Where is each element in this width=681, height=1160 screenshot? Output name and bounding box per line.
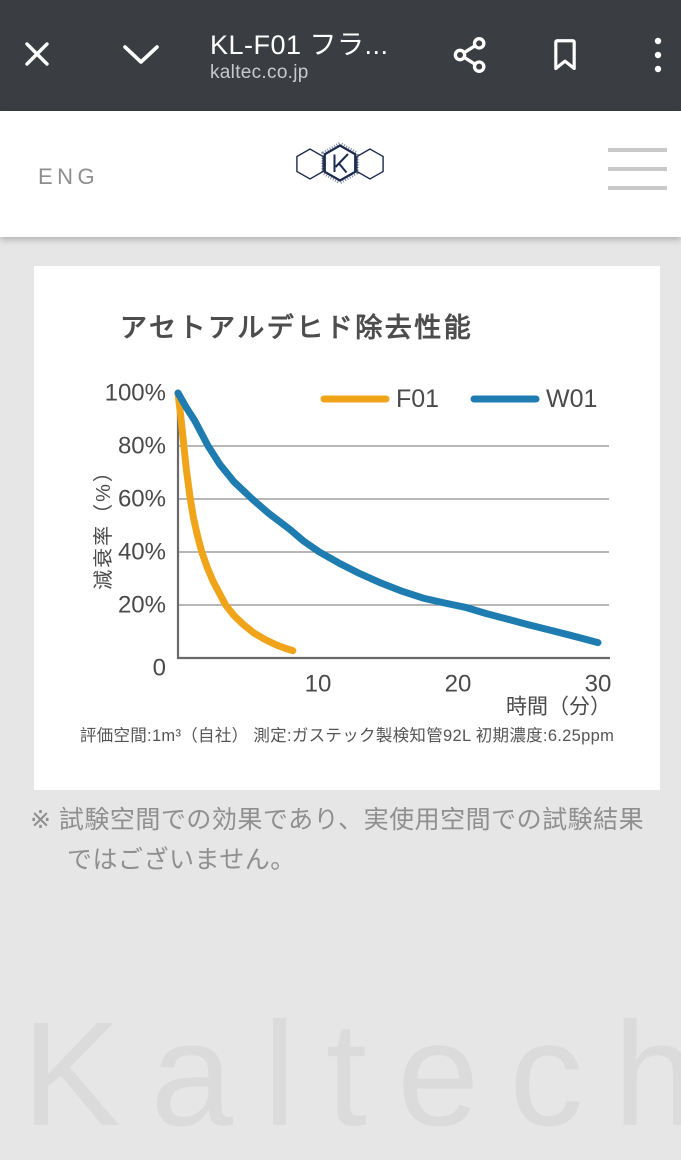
kaltech-logo-icon — [296, 141, 384, 185]
y-tick-label: 0 — [153, 655, 166, 682]
x-tick-label: 30 — [585, 671, 612, 698]
bookmark-icon — [554, 39, 576, 71]
page-title: KL-F01 フラ... — [210, 30, 389, 60]
x-tick-label: 10 — [305, 671, 332, 698]
page-url: kaltec.co.jp — [210, 62, 309, 83]
browser-toolbar: KL-F01 フラ... kaltec.co.jp — [0, 0, 681, 111]
hamburger-menu-button[interactable] — [608, 148, 667, 196]
close-icon — [25, 42, 49, 66]
y-tick-label: 20% — [118, 592, 166, 619]
line-chart: F01 W01 100% 80% 60% 40% 20% 0 10 20 30 減衰率（%） 時間（分） — [92, 380, 612, 719]
language-switch-link[interactable]: ENG — [38, 164, 100, 189]
y-tick-label: 40% — [118, 539, 166, 566]
series-curve-F01 — [174, 389, 297, 655]
disclaimer-note: ※ 試験空間での効果であり、実使用空間での試験結果 ではございません。 — [30, 806, 645, 874]
x-axis-label: 時間（分） — [506, 696, 611, 719]
y-tick-label: 80% — [118, 433, 166, 460]
hamburger-bar — [608, 186, 667, 190]
overflow-menu-button[interactable] — [648, 33, 668, 77]
bookmark-button[interactable] — [546, 35, 584, 75]
chart-title: アセトアルデヒド除去性能 — [120, 313, 474, 343]
site-header: ENG — [0, 111, 681, 237]
legend-label-F01: F01 — [396, 385, 439, 413]
series-curve-W01 — [174, 389, 602, 647]
chevron-down-icon — [123, 45, 159, 64]
hamburger-bar — [608, 148, 667, 152]
expand-button[interactable] — [122, 44, 160, 66]
close-button[interactable] — [23, 40, 51, 68]
legend-label-W01: W01 — [546, 385, 597, 413]
y-tick-label: 60% — [118, 486, 166, 513]
hamburger-bar — [608, 167, 667, 171]
kaltech-logo[interactable] — [284, 135, 396, 203]
y-axis-label: 減衰率（%） — [92, 460, 115, 590]
share-button[interactable] — [450, 34, 490, 76]
chart-card: アセトアルデヒド除去性能 F01 W01 100% 80% 60% 40% 20% 0 10 20… — [34, 266, 660, 790]
x-tick-label: 20 — [445, 671, 472, 698]
overflow-menu-icon — [654, 37, 662, 73]
brand-watermark: Kaltech — [22, 992, 681, 1157]
share-icon — [453, 37, 486, 74]
chart-footnote: 評価空間:1m³（自社） 測定:ガステック製検知管92L 初期濃度:6.25pp… — [79, 727, 615, 745]
y-tick-label: 100% — [105, 380, 166, 407]
